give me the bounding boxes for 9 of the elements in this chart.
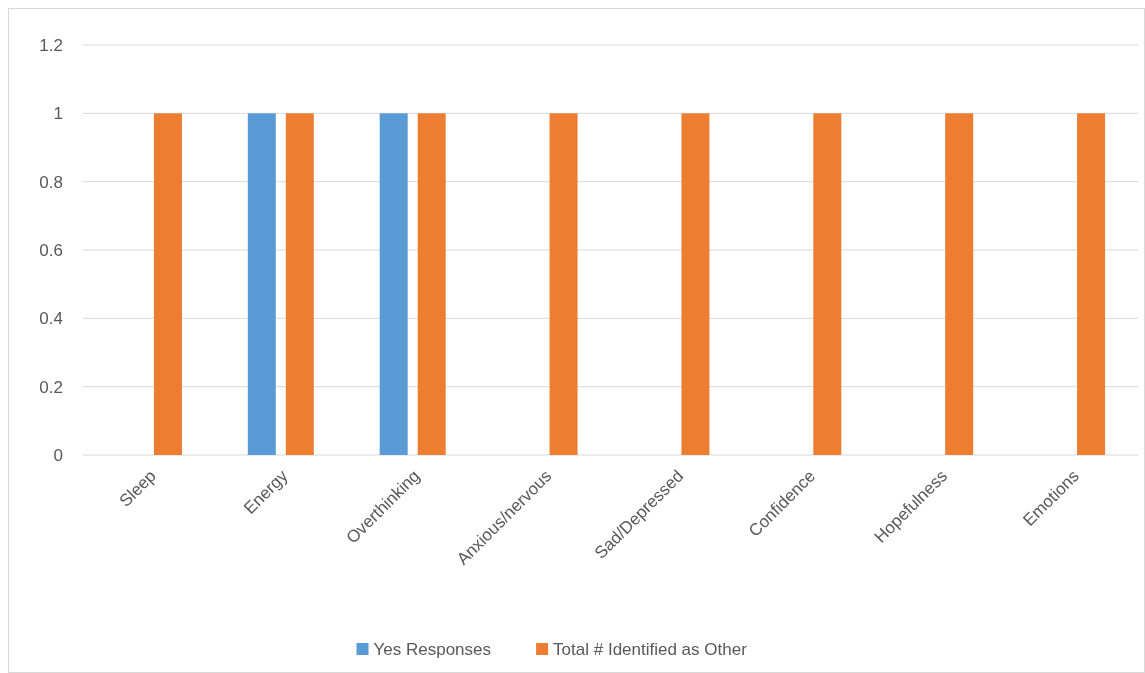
legend-label: Yes Responses [373, 639, 492, 659]
legend-label: Total # Identified as Other [553, 639, 748, 659]
y-tick-label: 0.4 [39, 309, 63, 329]
y-tick-label: 0 [53, 445, 63, 465]
y-tick-label: 0.6 [39, 240, 63, 260]
y-tick-label: 0.2 [39, 377, 63, 397]
y-tick-label: 1.2 [39, 35, 63, 55]
y-tick-label: 0.8 [39, 172, 63, 192]
y-tick-label: 1 [53, 104, 63, 124]
